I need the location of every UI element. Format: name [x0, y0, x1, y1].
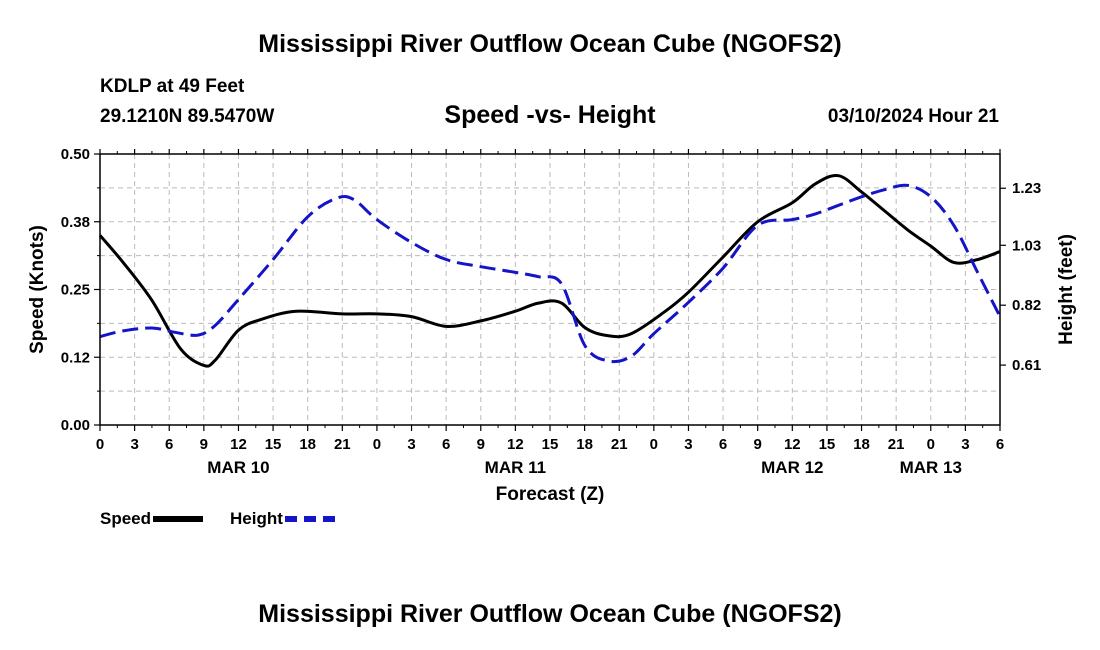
x-tick-label: 21	[888, 436, 905, 453]
x-tick-label: 18	[299, 436, 316, 453]
date-label: MAR 12	[761, 458, 823, 477]
legend-height-label: Height	[230, 509, 283, 528]
date-label: MAR 13	[900, 458, 962, 477]
date-label: MAR 10	[207, 458, 269, 477]
x-tick-label: 18	[576, 436, 593, 453]
x-tick-label: 6	[719, 436, 727, 453]
x-tick-label: 12	[784, 436, 801, 453]
x-tick-label: 12	[230, 436, 247, 453]
date-label: MAR 11	[485, 458, 546, 477]
x-tick-label: 3	[684, 436, 692, 453]
x-tick-label: 21	[611, 436, 628, 453]
x-tick-label: 12	[507, 436, 524, 453]
legend-height: Height	[230, 509, 335, 529]
x-tick-label: 15	[542, 436, 559, 453]
coordinates-label: 29.1210N 89.5470W	[100, 106, 275, 127]
x-tick-label: 18	[853, 436, 870, 453]
x-tick-label: 9	[200, 436, 208, 453]
series-layer	[98, 173, 1002, 368]
axes: 0 3 6 9 12 15 18 21 0 3 6 9 12 15 18 21 0 3 6 9 12 15 18 21 0 3 6 M…	[61, 146, 1041, 477]
x-tick-label: 6	[165, 436, 173, 453]
y-right-tick-label: 1.23	[1012, 180, 1041, 197]
series-line-height	[99, 183, 1002, 364]
x-tick-label: 15	[819, 436, 836, 453]
page-title: Mississippi River Outflow Ocean Cube (NG…	[258, 30, 842, 58]
y-left-tick-label: 0.38	[61, 214, 90, 231]
chart-subtitle: Speed -vs- Height	[444, 101, 656, 129]
y-left-tick-label: 0.12	[61, 349, 90, 366]
x-tick-label: 0	[373, 436, 381, 453]
legend-height-swatch	[284, 516, 335, 522]
x-tick-label: 0	[96, 436, 104, 453]
x-tick-label: 0	[927, 436, 935, 453]
y-axis-right-label: Height (feet)	[1056, 234, 1077, 345]
grid	[100, 154, 1000, 425]
y-left-tick-label: 0.00	[61, 417, 90, 434]
station-label: KDLP at 49 Feet	[100, 76, 245, 97]
y-right-tick-label: 0.61	[1012, 357, 1041, 374]
x-tick-label: 9	[754, 436, 762, 453]
x-tick-label: 6	[442, 436, 450, 453]
x-tick-label: 9	[477, 436, 485, 453]
y-right-tick-label: 1.03	[1012, 237, 1041, 254]
forecast-datetime: 03/10/2024 Hour 21	[827, 106, 999, 127]
y-axis-left-label: Speed (Knots)	[27, 225, 48, 354]
legend-speed-swatch	[153, 516, 204, 522]
x-tick-label: 3	[130, 436, 138, 453]
x-tick-label: 15	[265, 436, 282, 453]
legend-speed: Speed	[100, 509, 204, 529]
y-left-tick-label: 0.25	[61, 282, 90, 299]
y-right-tick-label: 0.82	[1012, 297, 1041, 314]
footer-title: Mississippi River Outflow Ocean Cube (NG…	[258, 600, 842, 628]
x-tick-label: 3	[407, 436, 415, 453]
x-tick-label: 3	[961, 436, 969, 453]
x-axis-label: Forecast (Z)	[496, 484, 605, 505]
y-left-tick-label: 0.50	[61, 146, 90, 163]
x-tick-label: 6	[996, 436, 1004, 453]
x-tick-label: 21	[334, 436, 351, 453]
legend-speed-label: Speed	[100, 509, 152, 528]
x-tick-label: 0	[650, 436, 658, 453]
